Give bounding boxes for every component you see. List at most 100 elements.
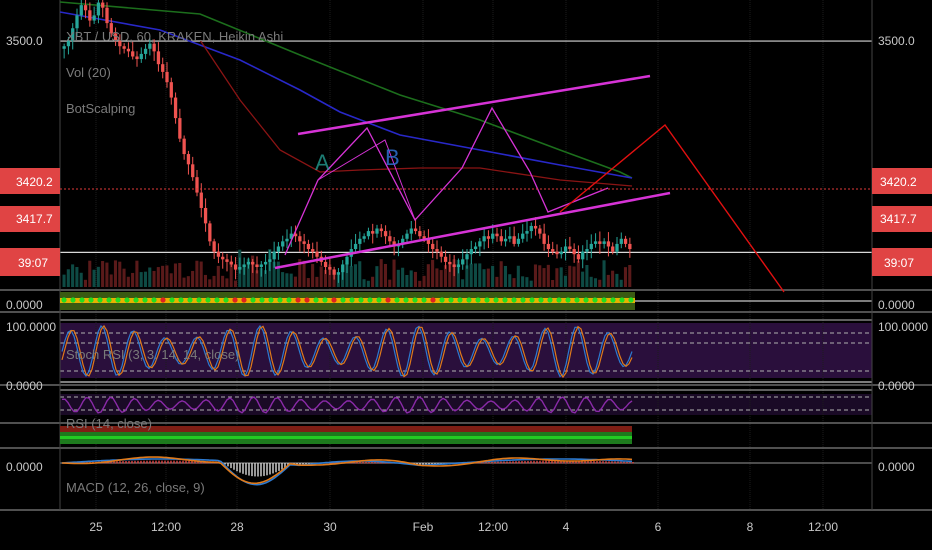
macd-hist-bar bbox=[518, 461, 520, 464]
volume-bar bbox=[152, 270, 156, 287]
macd-hist-bar bbox=[356, 461, 358, 464]
candle-body bbox=[332, 269, 336, 275]
candle-body bbox=[516, 238, 521, 244]
macd-hist-bar bbox=[530, 460, 532, 464]
candle-body bbox=[272, 251, 276, 260]
bot-signal-dot bbox=[565, 297, 571, 303]
macd-hist-bar bbox=[380, 462, 382, 464]
bot-signal-dot bbox=[169, 297, 175, 303]
macd-hist-bar bbox=[152, 460, 154, 464]
volume-bar bbox=[199, 261, 203, 287]
channel-lower-line bbox=[274, 191, 671, 270]
right-axis-label: 0.0000 bbox=[878, 298, 915, 312]
candle-body bbox=[521, 233, 525, 239]
botscalping-band bbox=[60, 292, 635, 310]
macd-hist-bar bbox=[521, 461, 523, 464]
macd-hist-bar bbox=[566, 460, 568, 464]
macd-hist-bar bbox=[239, 463, 241, 473]
macd-hist-bar bbox=[224, 463, 226, 465]
zigzag-pattern bbox=[284, 106, 609, 256]
macd-hist-bar bbox=[602, 461, 604, 464]
volume-bar bbox=[362, 279, 366, 287]
volume-bar bbox=[611, 270, 615, 287]
candle-body bbox=[285, 238, 289, 242]
candle-body bbox=[345, 256, 349, 265]
volume-bar bbox=[615, 273, 619, 287]
volume-bar bbox=[495, 276, 499, 287]
macd-hist-bar bbox=[113, 461, 115, 464]
bot-signal-dot bbox=[178, 297, 184, 303]
bot-signal-dot bbox=[133, 297, 139, 303]
macd-hist-bar bbox=[614, 461, 616, 464]
bot-signal-dot bbox=[430, 297, 436, 303]
bot-signal-dot bbox=[268, 297, 274, 303]
candle-body bbox=[199, 192, 203, 208]
volume-bar bbox=[461, 279, 465, 287]
macd-hist-bar bbox=[581, 460, 583, 464]
macd-hist-bar bbox=[545, 460, 547, 464]
macd-hist-bar bbox=[542, 460, 544, 464]
ma-blue-line bbox=[59, 11, 633, 179]
volume-bar bbox=[208, 279, 212, 287]
volume-bar bbox=[405, 275, 409, 287]
macd-hist-bar bbox=[383, 462, 385, 464]
macd-hist-bar bbox=[248, 463, 250, 476]
macd-hist-bar bbox=[563, 460, 565, 464]
axis-labels: 3500.0 3500.0 0.0000 0.0000 100.0000 100.0000… bbox=[6, 34, 928, 474]
bot-signal-dot bbox=[556, 297, 562, 303]
macd-hist-bar bbox=[419, 463, 421, 465]
volume-bar bbox=[216, 265, 220, 287]
macd-hist-bar bbox=[506, 461, 508, 464]
volume-bar bbox=[186, 276, 190, 287]
candle-body bbox=[83, 5, 88, 11]
tag-low-left: 3417.7 bbox=[16, 212, 53, 226]
candle-body bbox=[529, 225, 533, 232]
pattern-label-b: B bbox=[385, 145, 400, 170]
macd-hist-bar bbox=[620, 461, 622, 464]
volume-bar bbox=[178, 262, 182, 287]
candle-body bbox=[366, 231, 371, 237]
stoch-rsi-band bbox=[60, 323, 872, 378]
volume-bar bbox=[165, 265, 169, 287]
left-axis-label: 100.0000 bbox=[6, 320, 56, 334]
bot-signal-dot bbox=[538, 297, 544, 303]
grid bbox=[0, 0, 932, 511]
time-axis-label: 12:00 bbox=[808, 520, 838, 534]
candle-body bbox=[126, 48, 131, 52]
volume-bar bbox=[101, 261, 105, 287]
time-axis-label: 28 bbox=[230, 520, 244, 534]
macd-hist-bar bbox=[482, 462, 484, 464]
bot-signal-dot bbox=[340, 297, 346, 303]
bot-signal-dot bbox=[511, 297, 517, 303]
macd-hist-bar bbox=[365, 461, 367, 464]
bot-signal-dot bbox=[493, 297, 499, 303]
rsi-line bbox=[61, 396, 633, 414]
volume-bar bbox=[281, 272, 285, 287]
volume-bar bbox=[349, 266, 353, 287]
macd-hist-bar bbox=[584, 460, 586, 464]
macd-hist-bar bbox=[590, 460, 592, 464]
volume-bar bbox=[482, 269, 486, 287]
macd-hist-bar bbox=[431, 463, 433, 465]
volume-bar bbox=[456, 259, 460, 287]
macd-hist-bar bbox=[425, 463, 427, 465]
candle-body bbox=[315, 251, 319, 257]
time-axis-label: 12:00 bbox=[151, 520, 181, 534]
volume-bar bbox=[392, 259, 396, 287]
macd-hist-bar bbox=[515, 461, 517, 464]
candle-body bbox=[371, 231, 375, 234]
right-axis-label: 0.0000 bbox=[878, 379, 915, 393]
candle-body bbox=[216, 251, 221, 257]
bot-signal-dot bbox=[619, 297, 625, 303]
macd-hist-bar bbox=[551, 460, 553, 464]
right-axis-label: 0.0000 bbox=[878, 460, 915, 474]
volume-bar bbox=[225, 278, 229, 287]
bot-signal-dot bbox=[250, 297, 256, 303]
macd-hist-bar bbox=[197, 460, 199, 464]
volume-bar bbox=[589, 276, 593, 287]
stoch-rsi-legend: Stoch RSI (3, 3, 14, 14, close) bbox=[66, 347, 239, 362]
bot-signal-dot bbox=[160, 297, 166, 303]
bot-signal-dot bbox=[187, 297, 193, 303]
candle-body bbox=[512, 236, 516, 244]
